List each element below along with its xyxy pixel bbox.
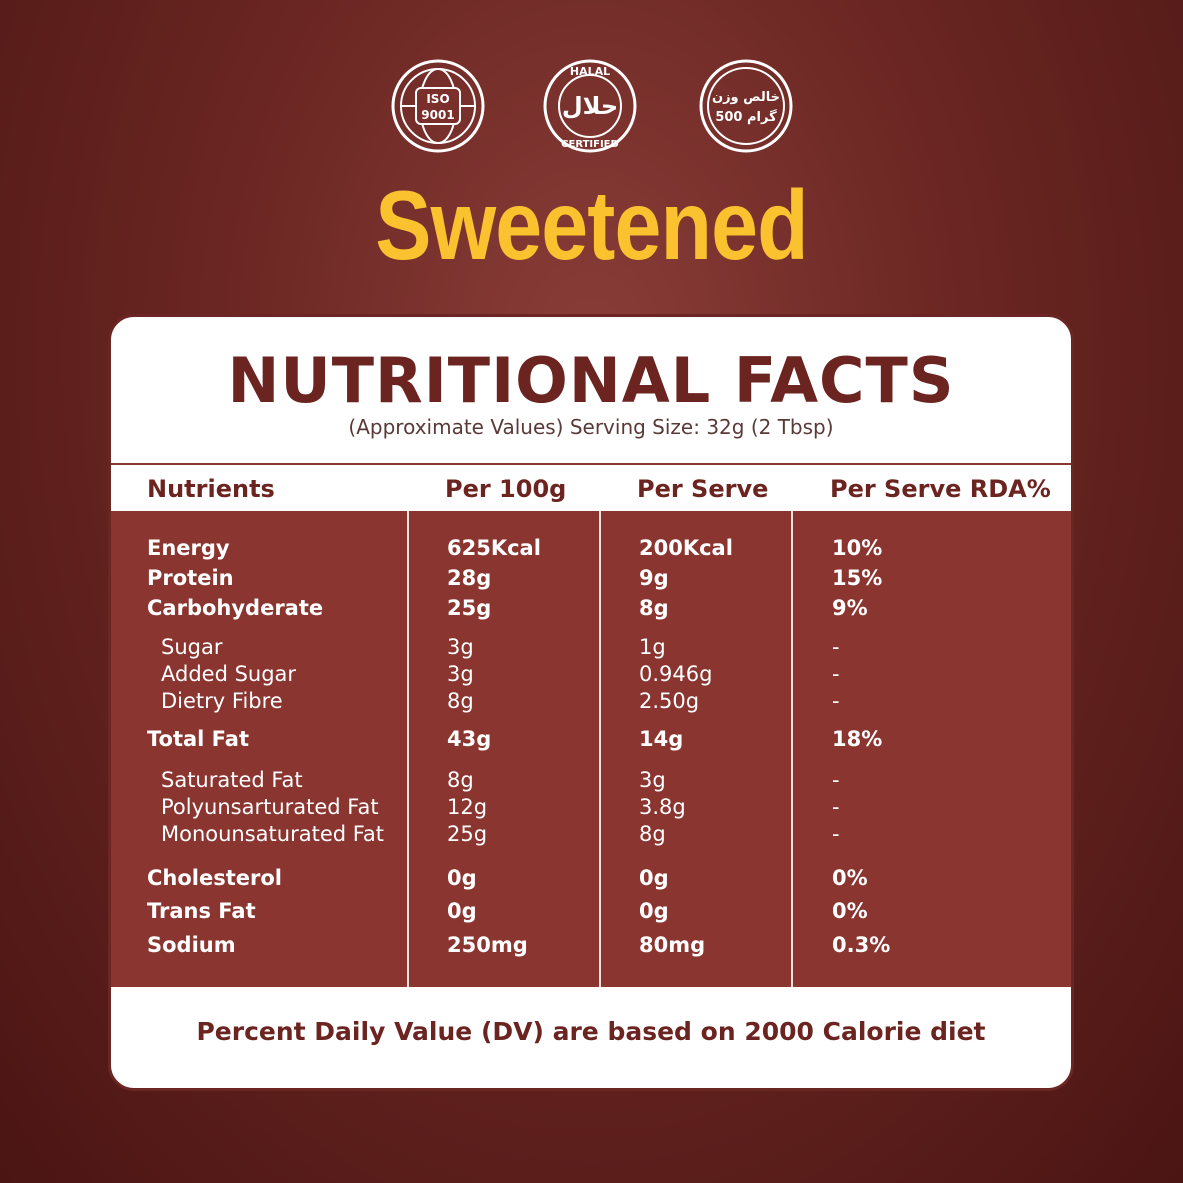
table-row: Total Fat 43g 14g 18%	[111, 724, 1071, 754]
table-row: Polyunsarturated Fat 12g 3.8g -	[111, 792, 1071, 822]
nutrient-name: Carbohyderate	[147, 596, 324, 620]
per-serve-value: 0g	[639, 866, 669, 890]
per-serve-value: 8g	[639, 596, 669, 620]
per-serve-value: 3g	[639, 768, 666, 792]
per-100g-value: 3g	[447, 635, 474, 659]
nutrient-name: Sodium	[147, 933, 236, 957]
rda-value: -	[832, 662, 840, 686]
rda-value: 0%	[832, 866, 868, 890]
per-100g-value: 25g	[447, 822, 488, 846]
per-100g-value: 43g	[447, 727, 492, 751]
table-row: Dietry Fibre 8g 2.50g -	[111, 686, 1071, 716]
rda-value: 0.3%	[832, 933, 891, 957]
nutrient-name: Saturated Fat	[161, 768, 303, 792]
rda-value: -	[832, 635, 840, 659]
per-serve-value: 0.946g	[639, 662, 713, 686]
per-serve-value: 8g	[639, 822, 666, 846]
header-per-100g: Per 100g	[445, 475, 567, 503]
table-row: Protein 28g 9g 15%	[111, 563, 1071, 593]
nutrient-name: Total Fat	[147, 727, 250, 751]
nutrition-card: NUTRITIONAL FACTS (Approximate Values) S…	[108, 314, 1074, 1091]
weight-line2: 500 گرام	[715, 109, 777, 125]
nutrient-name: Sugar	[161, 635, 223, 659]
column-divider	[599, 511, 601, 987]
per-100g-value: 8g	[447, 689, 474, 713]
table-row: Saturated Fat 8g 3g -	[111, 765, 1071, 795]
card-title: NUTRITIONAL FACTS	[227, 344, 955, 417]
header-rda: Per Serve RDA%	[830, 475, 1051, 503]
per-100g-value: 25g	[447, 596, 492, 620]
table-body: Energy 625Kcal 200Kcal 10% Protein 28g 9g 15% Ca…	[111, 511, 1071, 987]
table-row: Added Sugar 3g 0.946g -	[111, 659, 1071, 689]
weight-badge: خالص وزن 500 گرام	[698, 58, 794, 154]
table-row: Sodium 250mg 80mg 0.3%	[111, 930, 1071, 960]
table-row: Cholesterol 0g 0g 0%	[111, 863, 1071, 893]
per-serve-value: 3.8g	[639, 795, 686, 819]
nutrient-name: Polyunsarturated Fat	[161, 795, 379, 819]
nutrient-name: Monounsaturated Fat	[161, 822, 385, 846]
per-serve-value: 1g	[639, 635, 666, 659]
nutrient-name: Trans Fat	[147, 899, 256, 923]
per-serve-value: 9g	[639, 566, 669, 590]
nutrient-name: Cholesterol	[147, 866, 282, 890]
rda-value: -	[832, 689, 840, 713]
column-divider	[791, 511, 793, 987]
per-100g-value: 28g	[447, 566, 492, 590]
rda-value: -	[832, 822, 840, 846]
rda-value: 9%	[832, 596, 868, 620]
rda-value: 0%	[832, 899, 868, 923]
rda-value: -	[832, 768, 840, 792]
nutrient-name: Protein	[147, 566, 234, 590]
per-serve-value: 14g	[639, 727, 684, 751]
certification-badges: ISO 9001 HALAL حلال CERTIFIED خالص وزن 5…	[0, 58, 1183, 158]
per-serve-value: 80mg	[639, 933, 706, 957]
rda-value: 15%	[832, 566, 883, 590]
iso-line2: 9001	[421, 108, 454, 122]
table-row: Sugar 3g 1g -	[111, 632, 1071, 662]
product-headline: Sweetened	[375, 170, 808, 280]
per-100g-value: 0g	[447, 866, 477, 890]
weight-line1: خالص وزن	[712, 90, 780, 105]
iso-line1: ISO	[426, 92, 449, 106]
header-nutrients: Nutrients	[147, 475, 275, 503]
iso-badge: ISO 9001	[390, 58, 486, 154]
per-serve-value: 200Kcal	[639, 536, 733, 560]
per-100g-value: 3g	[447, 662, 474, 686]
per-serve-value: 0g	[639, 899, 669, 923]
daily-value-footnote: Percent Daily Value (DV) are based on 20…	[196, 1017, 986, 1046]
rda-value: -	[832, 795, 840, 819]
per-100g-value: 8g	[447, 768, 474, 792]
column-divider	[407, 511, 409, 987]
per-serve-value: 2.50g	[639, 689, 700, 713]
header-per-serve: Per Serve	[637, 475, 769, 503]
halal-bottom-text: CERTIFIED	[561, 139, 619, 150]
halal-top-text: HALAL	[570, 65, 610, 78]
table-row: Carbohyderate 25g 8g 9%	[111, 593, 1071, 623]
halal-badge: HALAL حلال CERTIFIED	[542, 58, 638, 154]
divider	[111, 463, 1071, 465]
table-row: Monounsaturated Fat 25g 8g -	[111, 819, 1071, 849]
table-row: Trans Fat 0g 0g 0%	[111, 896, 1071, 926]
halal-arabic-text: حلال	[562, 92, 618, 120]
per-100g-value: 250mg	[447, 933, 528, 957]
nutrient-name: Energy	[147, 536, 230, 560]
per-100g-value: 12g	[447, 795, 488, 819]
rda-value: 18%	[832, 727, 883, 751]
rda-value: 10%	[832, 536, 883, 560]
table-row: Energy 625Kcal 200Kcal 10%	[111, 533, 1071, 563]
per-100g-value: 0g	[447, 899, 477, 923]
per-100g-value: 625Kcal	[447, 536, 541, 560]
nutrient-name: Dietry Fibre	[161, 689, 283, 713]
serving-size-subtitle: (Approximate Values) Serving Size: 32g (…	[348, 415, 834, 439]
globe-icon: ISO 9001	[391, 59, 485, 153]
table-header: Nutrients Per 100g Per Serve Per Serve R…	[111, 465, 1071, 511]
nutrient-name: Added Sugar	[161, 662, 297, 686]
